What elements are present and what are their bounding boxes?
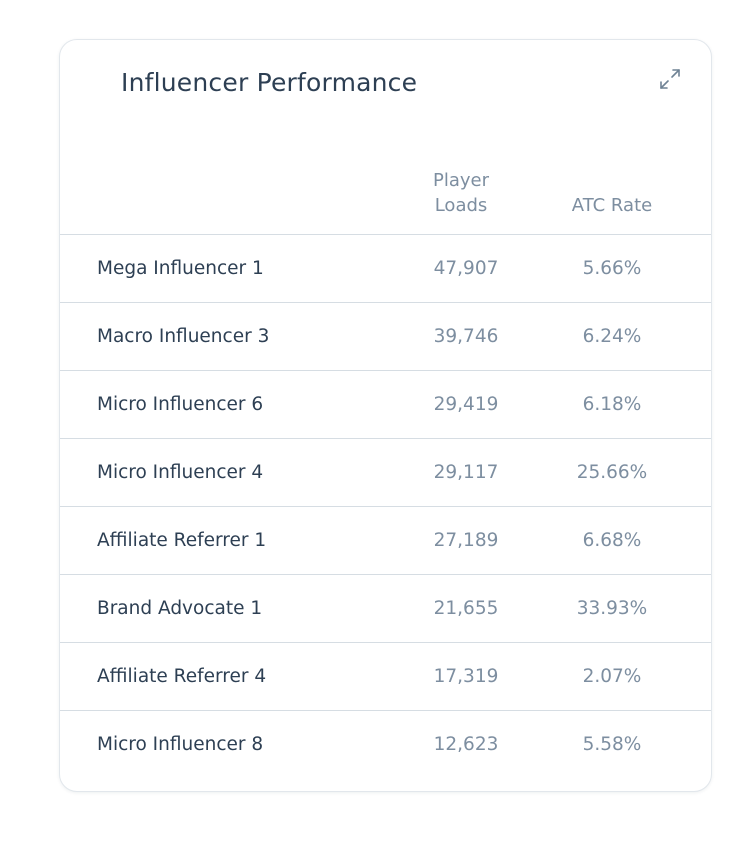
table-row[interactable]: Affiliate Referrer 1 27,189 6.68% <box>60 507 711 575</box>
influencer-performance-card: Influencer Performance Player Loads ATC … <box>59 39 712 792</box>
atc-rate-cell: 33.93% <box>576 598 648 619</box>
influencer-name-cell: Affiliate Referrer 1 <box>97 530 267 551</box>
influencer-name-cell: Micro Influencer 6 <box>97 394 264 415</box>
atc-rate-cell: 6.18% <box>582 394 642 415</box>
influencer-name-cell: Mega Influencer 1 <box>97 258 264 279</box>
atc-rate-cell: 2.07% <box>582 666 642 687</box>
expand-button[interactable] <box>657 66 683 92</box>
player-loads-cell: 21,655 <box>433 598 499 619</box>
player-loads-cell: 29,419 <box>433 394 499 415</box>
table-row[interactable]: Micro Influencer 6 29,419 6.18% <box>60 371 711 439</box>
table-body: Mega Influencer 1 47,907 5.66% Macro Influe… <box>60 235 711 778</box>
player-loads-cell: 29,117 <box>433 462 499 483</box>
player-loads-cell: 47,907 <box>433 258 499 279</box>
atc-rate-cell: 5.66% <box>582 258 642 279</box>
influencer-name-cell: Micro Influencer 4 <box>97 462 264 483</box>
card-title: Influencer Performance <box>121 68 418 97</box>
expand-arrows-icon <box>657 66 683 92</box>
table-row[interactable]: Brand Advocate 1 21,655 33.93% <box>60 575 711 643</box>
table-row[interactable]: Micro Influencer 8 12,623 5.58% <box>60 711 711 778</box>
influencer-name-cell: Brand Advocate 1 <box>97 598 263 619</box>
table-row[interactable]: Macro Influencer 3 39,746 6.24% <box>60 303 711 371</box>
column-header-player-loads-line1: Player <box>432 170 489 191</box>
player-loads-cell: 12,623 <box>433 734 499 755</box>
column-header-player-loads[interactable]: Player Loads <box>406 168 516 218</box>
atc-rate-cell: 5.58% <box>582 734 642 755</box>
player-loads-cell: 39,746 <box>433 326 499 347</box>
table-row[interactable]: Micro Influencer 4 29,117 25.66% <box>60 439 711 507</box>
table-row[interactable]: Mega Influencer 1 47,907 5.66% <box>60 235 711 303</box>
influencer-name-cell: Macro Influencer 3 <box>97 326 270 347</box>
influencer-name-cell: Affiliate Referrer 4 <box>97 666 267 687</box>
column-header-atc-rate[interactable]: ATC Rate <box>571 195 653 216</box>
atc-rate-cell: 6.68% <box>582 530 642 551</box>
atc-rate-cell: 6.24% <box>582 326 642 347</box>
table-row[interactable]: Affiliate Referrer 4 17,319 2.07% <box>60 643 711 711</box>
table-header-row: Player Loads ATC Rate <box>60 166 711 235</box>
player-loads-cell: 17,319 <box>433 666 499 687</box>
player-loads-cell: 27,189 <box>433 530 499 551</box>
influencer-name-cell: Micro Influencer 8 <box>97 734 264 755</box>
column-header-player-loads-line2: Loads <box>434 195 488 216</box>
atc-rate-cell: 25.66% <box>576 462 648 483</box>
